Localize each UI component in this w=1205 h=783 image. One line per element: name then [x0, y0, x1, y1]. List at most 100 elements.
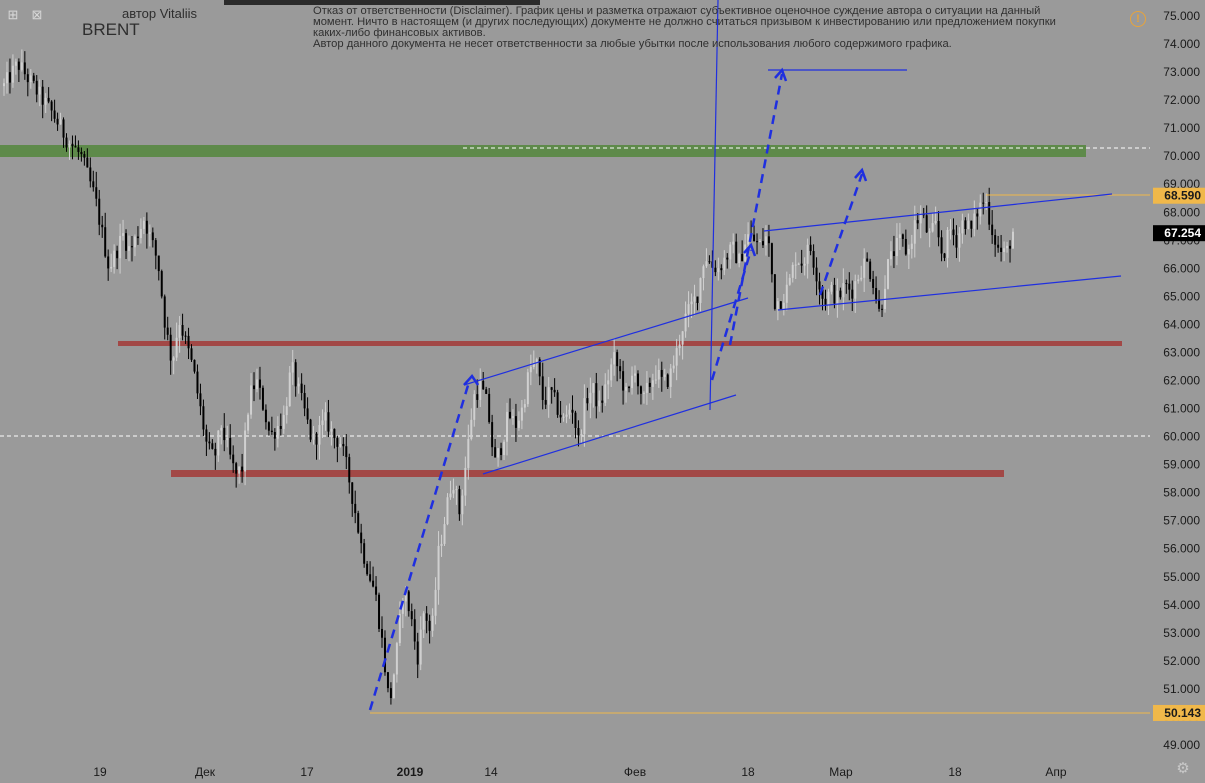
- candle-body: [979, 202, 982, 217]
- candle-body: [318, 425, 321, 445]
- candle-body: [806, 244, 809, 264]
- channel-2-lower[interactable]: [777, 275, 1122, 311]
- candle-body: [625, 386, 628, 391]
- price-axis[interactable]: 49.00050.00051.00052.00053.00054.00055.0…: [1163, 9, 1200, 752]
- support-zone-lower[interactable]: [171, 470, 1004, 477]
- candle-body: [622, 371, 625, 391]
- candle-body: [970, 220, 973, 229]
- gear-icon[interactable]: ⚙: [1176, 760, 1190, 777]
- candle-body: [553, 389, 556, 393]
- candle-body: [44, 97, 47, 105]
- candle-body: [511, 416, 514, 419]
- disclaimer-line: каких-либо финансовых активов.: [313, 28, 486, 39]
- y-tick-label: 68.000: [1163, 205, 1200, 219]
- vertical-line[interactable]: [709, 0, 719, 411]
- candle-body: [488, 393, 491, 423]
- candle-body: [446, 497, 449, 525]
- candle-body: [934, 221, 937, 224]
- x-tick-label: Мар: [829, 765, 853, 779]
- support-zone-upper[interactable]: [118, 341, 1122, 346]
- candle-body: [788, 277, 791, 285]
- candle-body: [550, 387, 553, 390]
- close-icon[interactable]: ⊠: [31, 7, 43, 22]
- candle-body: [872, 279, 875, 288]
- projection-arrow-1[interactable]: [368, 381, 471, 711]
- candle-body: [827, 291, 830, 305]
- candle-body: [264, 409, 267, 423]
- candle-body: [955, 235, 958, 248]
- candle-body: [250, 385, 253, 415]
- price-level-marker[interactable]: 50.143: [1153, 704, 1205, 721]
- candle-body: [904, 238, 907, 255]
- candle-body: [315, 433, 318, 445]
- candle-body: [741, 253, 744, 262]
- candle-body: [586, 398, 589, 404]
- candle-body: [345, 446, 348, 458]
- candle-body: [383, 637, 386, 673]
- disclaimer-line: Автор данного документа не несет ответст…: [313, 39, 952, 50]
- candle-body: [985, 202, 988, 204]
- candle-body: [589, 392, 592, 404]
- candle-body: [898, 234, 901, 238]
- candle-body: [610, 364, 613, 381]
- candle-body: [389, 688, 392, 699]
- projection-arrow-3[interactable]: [728, 73, 784, 346]
- candle-body: [184, 335, 187, 337]
- candle-body: [479, 380, 482, 400]
- candle-body: [151, 232, 154, 241]
- candle-body: [425, 613, 428, 621]
- price-marker-box: [1153, 225, 1205, 242]
- expand-icon[interactable]: ⊞: [7, 7, 19, 22]
- candle-body: [562, 416, 565, 418]
- candle-body: [32, 75, 35, 81]
- projection-arrow-4[interactable]: [818, 173, 864, 296]
- candle-body: [613, 352, 616, 365]
- candle-body: [136, 236, 139, 239]
- candle-body: [104, 227, 107, 257]
- chart-symbol[interactable]: BRENT: [82, 20, 140, 39]
- x-tick-label: 18: [741, 765, 755, 779]
- candle-body: [907, 248, 910, 255]
- candle-body: [327, 412, 330, 432]
- price-level-marker[interactable]: 68.590: [1153, 187, 1205, 204]
- channel-2-upper[interactable]: [763, 193, 1113, 232]
- candle-body: [398, 613, 401, 644]
- resistance-zone[interactable]: [0, 145, 1086, 157]
- channel-1-lower[interactable]: [482, 394, 737, 475]
- candle-body: [330, 428, 333, 432]
- x-tick-label: 2019: [397, 765, 424, 779]
- candle-body: [255, 379, 258, 390]
- candle-body: [175, 337, 178, 358]
- time-axis[interactable]: 19 Дек 17 2019 14 Фев 18 Мар 18 Апр: [93, 765, 1067, 779]
- projection-arrow-2[interactable]: [710, 249, 753, 381]
- candle-body: [273, 432, 276, 439]
- candle-body: [875, 287, 878, 300]
- candle-body: [809, 244, 812, 252]
- candle-body: [940, 237, 943, 254]
- chart-author: автор Vitaliis: [122, 6, 198, 21]
- y-tick-label: 75.000: [1163, 9, 1200, 23]
- candle-body: [366, 563, 369, 575]
- current-price-marker[interactable]: 67.254: [1153, 225, 1205, 242]
- candle-body: [693, 296, 696, 302]
- candle-body: [648, 382, 651, 387]
- candle-body: [89, 167, 92, 182]
- candle-body: [8, 72, 11, 83]
- candle-body: [98, 198, 101, 225]
- candle-body: [464, 467, 467, 496]
- price-marker-box: [1153, 187, 1205, 204]
- alert-icon[interactable]: !: [1130, 11, 1146, 27]
- candle-body: [282, 415, 285, 429]
- candle-body: [702, 266, 705, 279]
- candle-body: [753, 234, 756, 242]
- candle-body: [1000, 247, 1003, 253]
- candle-body: [925, 215, 928, 233]
- channel-1-upper[interactable]: [463, 297, 749, 386]
- candle-body: [83, 154, 86, 158]
- projection-arrow-3-head: [774, 67, 788, 82]
- candle-body: [756, 241, 759, 243]
- candle-body: [729, 244, 732, 260]
- candle-body: [68, 143, 71, 148]
- candle-body: [657, 369, 660, 380]
